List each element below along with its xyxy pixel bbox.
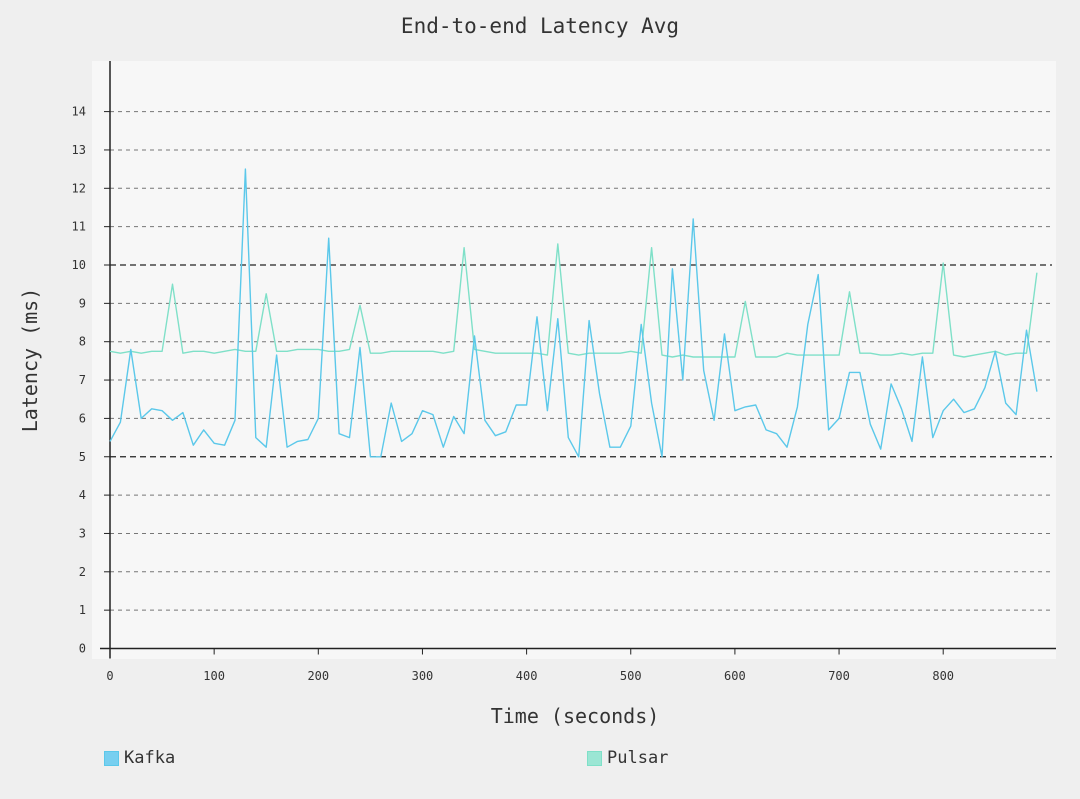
axes [100, 61, 1056, 659]
y-tick-label: 2 [79, 565, 86, 579]
y-tick-label: 4 [79, 488, 86, 502]
y-tick-label: 13 [72, 143, 86, 157]
y-tick-label: 3 [79, 526, 86, 540]
y-tick-label: 12 [72, 181, 86, 195]
x-tick-label: 300 [412, 669, 434, 683]
y-tick-label: 6 [79, 411, 86, 425]
y-axis-label: Latency (ms) [18, 288, 42, 433]
x-tick-label: 0 [106, 669, 113, 683]
x-tick-label: 100 [203, 669, 225, 683]
y-tick-label: 11 [72, 220, 86, 234]
x-axis-label: Time (seconds) [491, 704, 660, 728]
chart-title: End-to-end Latency Avg [401, 14, 679, 38]
x-tick-label: 500 [620, 669, 642, 683]
legend-swatch-kafka [104, 750, 119, 766]
x-tick-label: 600 [724, 669, 746, 683]
series-line-kafka [109, 168, 1038, 458]
x-tick-label: 200 [307, 669, 329, 683]
legend-item-pulsar[interactable]: Pulsar [587, 748, 668, 768]
y-tick-label: 14 [72, 105, 86, 119]
series-lines [109, 168, 1038, 458]
legend-swatch-pulsar [587, 750, 602, 766]
x-tick-label: 800 [932, 669, 954, 683]
legend-label-kafka: Kafka [124, 748, 176, 768]
y-tick-label: 8 [79, 335, 86, 349]
y-tick-label: 7 [79, 373, 86, 387]
y-tick-label: 0 [79, 642, 86, 656]
y-tick-label: 5 [79, 450, 86, 464]
y-tick-label: 1 [79, 603, 86, 617]
legend-item-kafka[interactable]: Kafka [104, 748, 175, 768]
y-tick-label: 9 [79, 296, 86, 310]
x-tick-label: 700 [828, 669, 850, 683]
x-tick-label: 400 [516, 669, 538, 683]
grid-lines [110, 111, 1052, 611]
legend-label-pulsar: Pulsar [607, 748, 669, 768]
plot-area [92, 61, 1056, 659]
series-line-pulsar [109, 243, 1038, 358]
y-tick-label: 10 [72, 258, 86, 272]
